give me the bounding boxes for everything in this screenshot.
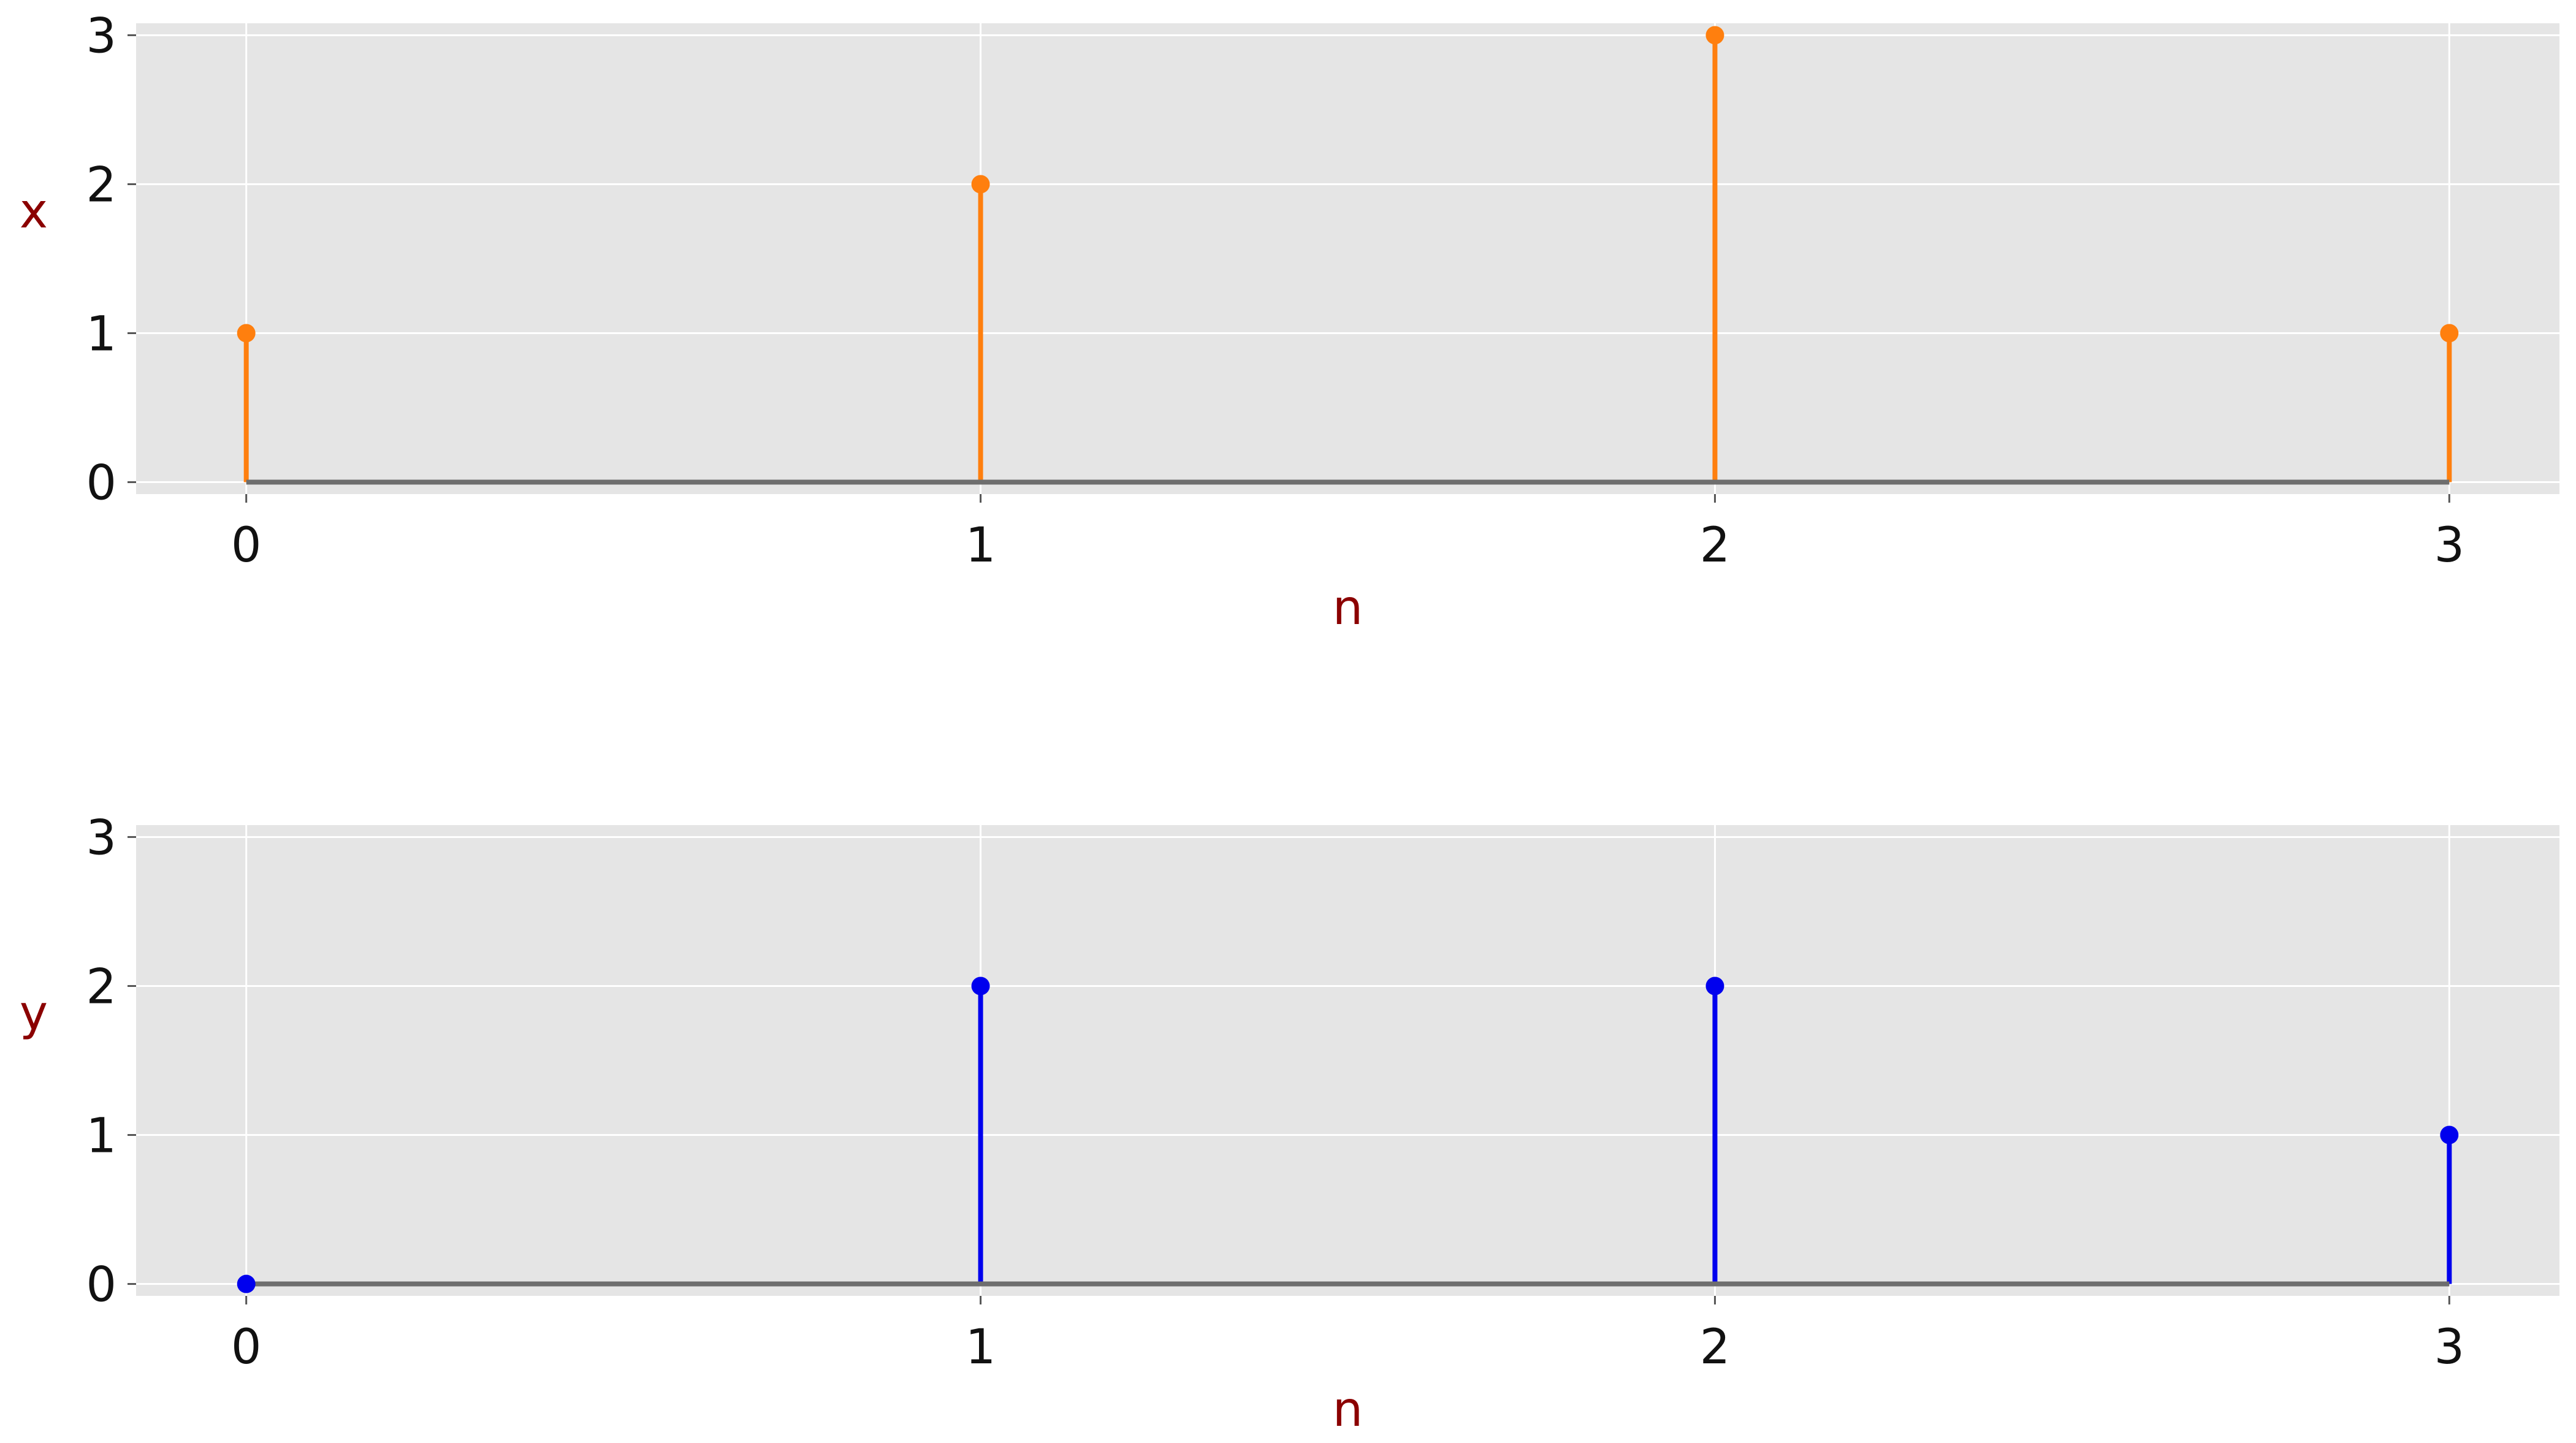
y-tick-label: 3 [86,810,116,866]
stem-marker [237,1274,256,1293]
stem-marker [971,977,990,996]
stem-marker [2440,324,2459,343]
y-tick-label: 3 [86,9,116,64]
stem-marker [2440,1125,2459,1144]
x-axis-label: n [1333,1382,1363,1437]
chart-y-panel: 0 1 2 3 0 1 2 3 n y [20,810,2559,1437]
y-tick-label: 0 [86,1258,116,1313]
chart-x-panel: 0 1 2 3 0 1 2 3 n x [20,9,2559,636]
y-axis-label: y [20,986,48,1041]
x-tick-label: 3 [2434,1320,2464,1375]
y-tick-label: 1 [86,1109,116,1164]
x-tick-label: 1 [966,518,996,573]
stem-marker [1705,26,1724,45]
y-axis-label: x [20,184,48,239]
y-tick-label: 1 [86,307,116,362]
stem-marker [971,175,990,194]
x-tick-label: 0 [231,1320,262,1375]
x-tick-label: 2 [1700,1320,1731,1375]
stem-marker [237,324,256,343]
stem-marker [1705,977,1724,996]
y-tick-label: 2 [86,959,116,1015]
x-tick-label: 0 [231,518,262,573]
y-tick-label: 0 [86,456,116,511]
y-tick-label: 2 [86,158,116,213]
plot-background [136,825,2559,1296]
plot-background [136,23,2559,494]
x-tick-label: 2 [1700,518,1731,573]
x-axis-label: n [1333,581,1363,636]
x-tick-label: 3 [2434,518,2464,573]
x-tick-label: 1 [966,1320,996,1375]
